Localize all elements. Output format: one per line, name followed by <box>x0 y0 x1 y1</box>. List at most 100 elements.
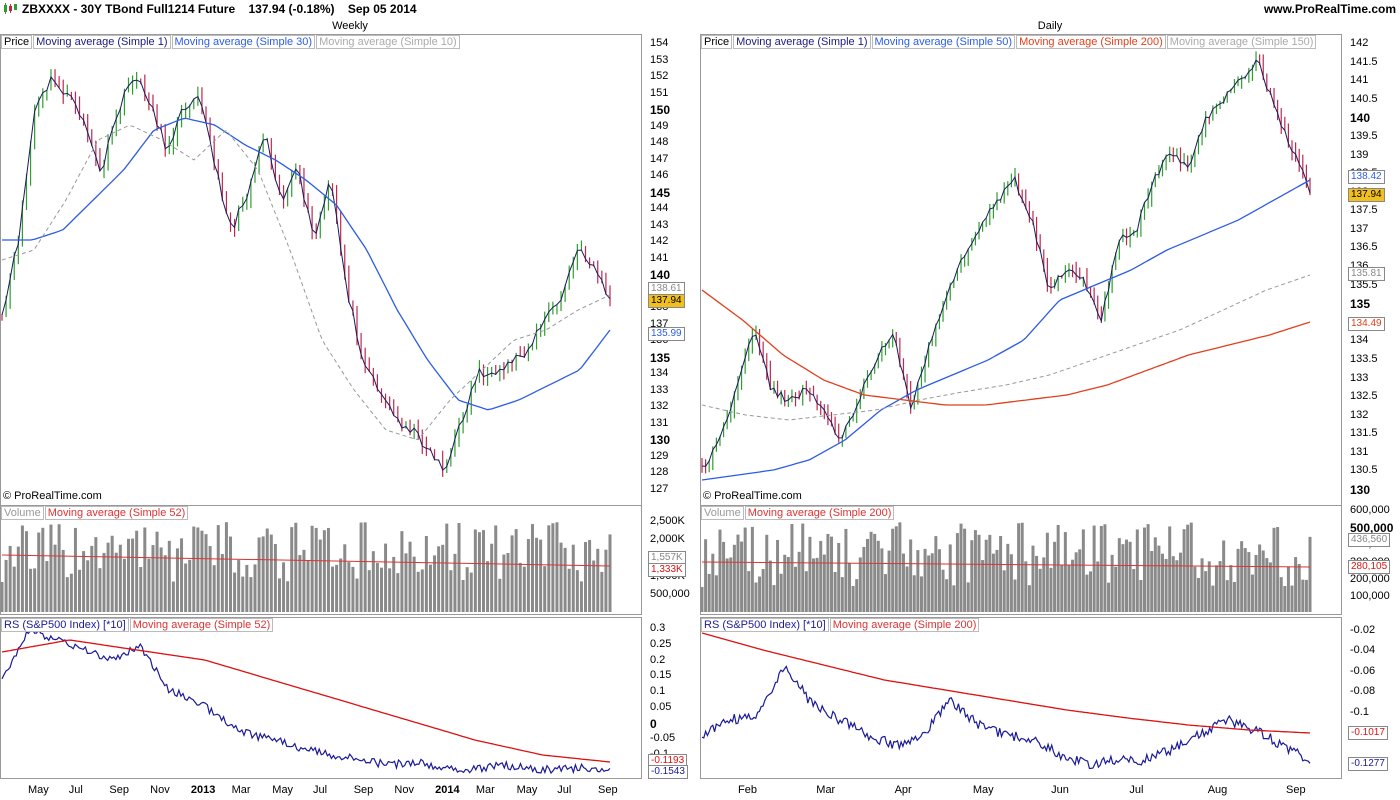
volume-bar <box>90 545 94 612</box>
legend-item[interactable]: Volume <box>1 506 44 520</box>
volume-bar <box>1232 582 1236 612</box>
legend-item[interactable]: Moving average (Simple 200) <box>829 618 980 632</box>
volume-bar <box>98 568 102 612</box>
volume-bar <box>891 528 895 612</box>
volume-bar <box>768 560 772 612</box>
volume-bar <box>1290 585 1294 612</box>
volume-bar <box>269 534 273 612</box>
axis-tick-label: -0.02 <box>1350 624 1376 636</box>
volume-bar <box>1211 585 1215 612</box>
axis-tick-label: 2,000K <box>650 533 685 546</box>
volume-bar <box>445 523 449 612</box>
volume-bar <box>457 523 461 612</box>
volume-bar <box>322 530 326 612</box>
legend-item[interactable]: Moving average (Simple 30) <box>171 35 316 49</box>
volume-bar <box>743 527 747 612</box>
ma200-line <box>701 289 1311 406</box>
volume-bar <box>779 573 783 612</box>
volume-bar <box>535 537 539 612</box>
weekly-rs-legend[interactable]: RS (S&P500 Index) [*10] Moving average (S… <box>1 618 274 632</box>
daily-ma50-tag: 138.42 <box>1348 170 1385 184</box>
volume-bar <box>384 543 388 612</box>
volume-bar <box>139 567 143 612</box>
volume-bar <box>245 564 249 612</box>
volume-bar <box>1218 561 1222 612</box>
legend-item[interactable]: Moving average (Simple 200) <box>1016 35 1166 49</box>
volume-bar <box>988 534 992 612</box>
weekly-price-legend[interactable]: Price Moving average (Simple 1) Moving ave… <box>1 35 461 49</box>
weekly-rs-panel[interactable] <box>0 617 642 779</box>
volume-bar <box>1135 529 1139 612</box>
volume-bar <box>973 530 977 612</box>
time-axis-label: Jul <box>68 784 83 796</box>
legend-item[interactable]: Moving average (Simple 200) <box>744 506 895 520</box>
volume-bar <box>1049 567 1053 612</box>
time-axis-label: Jul <box>557 784 572 796</box>
volume-bar <box>916 550 920 612</box>
volume-bar <box>1009 554 1013 612</box>
volume-bar <box>53 544 57 612</box>
volume-bar <box>1301 579 1305 612</box>
volume-bar <box>1063 532 1067 612</box>
volume-bar <box>855 579 859 612</box>
legend-item[interactable]: Volume <box>701 506 744 520</box>
volume-bar <box>736 534 740 612</box>
volume-bar <box>449 570 453 612</box>
legend-item[interactable]: Moving average (Simple 52) <box>129 618 274 632</box>
volume-bar <box>392 556 396 612</box>
legend-item[interactable]: Price <box>1 35 33 49</box>
volume-bar <box>102 552 106 612</box>
axis-tick-label: 139 <box>1350 148 1369 161</box>
volume-bar <box>905 566 909 612</box>
legend-item[interactable]: RS (S&P500 Index) [*10] <box>701 618 829 632</box>
volume-bar <box>1150 551 1154 612</box>
volume-bar <box>131 538 135 612</box>
volume-bar <box>371 551 375 612</box>
rs-line <box>701 665 1311 769</box>
daily-price-legend[interactable]: Price Moving average (Simple 1) Moving ave… <box>701 35 1317 49</box>
volume-bar <box>948 544 952 612</box>
volume-bar <box>1045 532 1049 612</box>
legend-item[interactable]: Moving average (Simple 1) <box>33 35 171 49</box>
volume-bar <box>873 533 877 612</box>
volume-bar <box>801 523 805 612</box>
volume-bar <box>147 558 151 612</box>
volume-bar <box>347 562 351 612</box>
volume-bar <box>363 522 367 612</box>
legend-item[interactable]: RS (S&P500 Index) [*10] <box>1 618 129 632</box>
volume-bar <box>1304 579 1308 612</box>
axis-tick-label: 133 <box>1350 371 1369 384</box>
volume-bar <box>783 554 787 612</box>
axis-tick-label: 0.3 <box>650 622 666 634</box>
legend-item[interactable]: Moving average (Simple 150) <box>1166 35 1317 49</box>
volume-bar <box>1092 525 1096 612</box>
volume-bar <box>1013 579 1017 612</box>
daily-volume-legend[interactable]: Volume Moving average (Simple 200) <box>701 506 895 520</box>
volume-bar <box>335 564 339 612</box>
volume-bar <box>331 566 335 612</box>
axis-tick-label: 134 <box>1350 334 1369 347</box>
volume-bar <box>1207 561 1211 612</box>
legend-item[interactable]: Moving average (Simple 52) <box>44 506 189 520</box>
daily-price-panel[interactable] <box>700 34 1342 506</box>
legend-item[interactable]: Moving average (Simple 50) <box>871 35 1016 49</box>
volume-bar <box>453 553 457 612</box>
site-link[interactable]: www.ProRealTime.com <box>1263 2 1396 16</box>
volume-bar <box>16 546 20 612</box>
volume-bar <box>704 539 708 612</box>
legend-item[interactable]: Moving average (Simple 1) <box>733 35 871 49</box>
weekly-volume-legend[interactable]: Volume Moving average (Simple 52) <box>1 506 189 520</box>
volume-bar <box>1265 558 1269 612</box>
volume-bar <box>277 578 281 612</box>
volume-bar <box>952 585 956 612</box>
volume-bar <box>204 534 208 612</box>
volume-bar <box>1035 555 1039 612</box>
volume-bar <box>1132 569 1136 612</box>
daily-rs-legend[interactable]: RS (S&P500 Index) [*10] Moving average (S… <box>701 618 980 632</box>
volume-ma-line <box>1 554 611 567</box>
volume-bar <box>1294 557 1298 612</box>
volume-bar <box>310 525 314 612</box>
volume-bar <box>359 522 363 612</box>
legend-item[interactable]: Price <box>701 35 733 49</box>
legend-item[interactable]: Moving average (Simple 10) <box>316 35 460 49</box>
